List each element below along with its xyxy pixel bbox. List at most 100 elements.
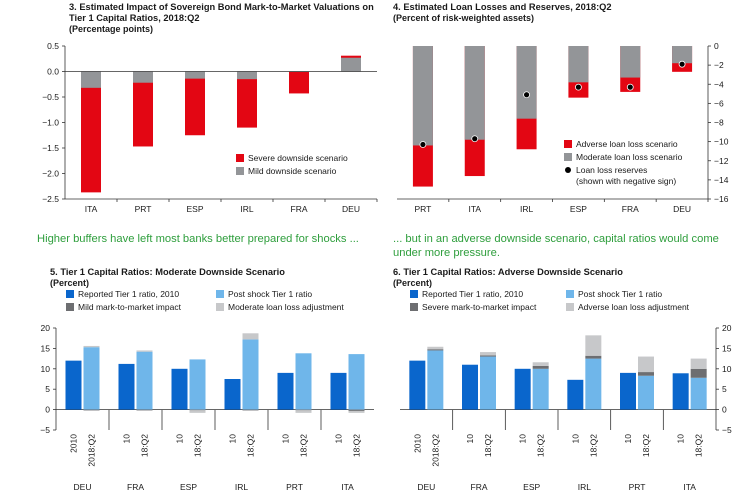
panel-5-category-label: DEU — [74, 482, 92, 492]
panel-3-y-tick-label: −0.5 — [42, 92, 59, 102]
panel-6-bar-loan-loss — [480, 352, 496, 356]
panel-5-category-label: ESP — [180, 482, 197, 492]
panel-5-y-tick-label: 20 — [41, 323, 51, 333]
panel-6-y-tick-label: 5 — [722, 384, 727, 394]
panel-5-bar-label: 2018:Q2 — [87, 434, 97, 467]
panel-6-bar-mtm — [427, 349, 444, 351]
panel-6-bar-label: 18:Q2 — [588, 434, 598, 457]
panel-5-y-tick-label: −5 — [40, 425, 50, 435]
panel-6-bar-reported — [567, 379, 584, 410]
panel-4-legend-swatch-adverse — [564, 140, 572, 148]
panel-5-bar-post-shock — [295, 353, 312, 410]
panel-6-legend-swatch — [410, 303, 418, 311]
panel-5-bar-label: 10 — [175, 434, 185, 444]
panel-6-y-tick-label: −5 — [722, 425, 732, 435]
panel-4-category-label: ESP — [570, 204, 587, 214]
panel-3-legend-label-severe: Severe downside scenario — [248, 153, 348, 163]
panel-5-bar-mtm — [83, 409, 100, 411]
panel-4-reserve-dot — [471, 135, 479, 143]
panel-5-bar-mtm — [295, 409, 312, 411]
panel-3-bar-mild — [185, 71, 205, 79]
panel-6-bar-post-shock — [480, 356, 496, 410]
panel-5-legend-label: Moderate loan loss adjustment — [228, 302, 344, 312]
panel-6-y-tick-label: 20 — [722, 323, 732, 333]
panel-5-bar-label: 10 — [281, 434, 291, 444]
panel-5-bar-label: 18:Q2 — [299, 434, 309, 457]
panel-5-bar-loan-loss — [295, 409, 312, 413]
panel-6-bar-mtm — [690, 368, 707, 378]
panel-5-title: 5. Tier 1 Capital Ratios: Moderate Downs… — [50, 267, 285, 277]
panel-5-bar-label: 18:Q2 — [140, 434, 150, 457]
panel-5-category-label: PRT — [286, 482, 303, 492]
panel-6-bar-label: 2018:Q2 — [430, 434, 440, 467]
panel-6-subtitle: (Percent) — [393, 278, 433, 288]
panel-4-legend-label-reserves-note: (shown with negative sign) — [576, 176, 676, 186]
panel-5-bar-label: 10 — [228, 434, 238, 444]
panel-5-category-label: IRL — [235, 482, 249, 492]
panel-4-y-tick-label: −10 — [714, 137, 729, 147]
panel-4-y-tick-label: −12 — [714, 156, 729, 166]
panel-4-legend-swatch-reserves — [565, 167, 571, 173]
panel-4-legend-label-reserves: Loan loss reserves — [576, 165, 647, 175]
panel-4-legend-swatch-moderate — [564, 153, 572, 161]
panel-6-bar-loan-loss — [638, 356, 654, 373]
panel-5-bar-label: 18:Q2 — [246, 434, 256, 457]
panel-3-category-label: DEU — [342, 204, 360, 214]
panel-3-subtitle: (Percentage points) — [69, 24, 154, 34]
panel-4-bar-moderate — [568, 46, 589, 83]
caption-right-line2: under more pressure. — [393, 247, 500, 259]
panel-3-bar-mild — [341, 57, 361, 72]
panel-6-bar-loan-loss — [585, 335, 602, 356]
panel-4-legend-label-moderate: Moderate loan loss scenario — [576, 152, 683, 162]
panel-5-bar-label: 2010 — [69, 434, 79, 453]
panel-3-y-tick-label: −2.5 — [42, 194, 59, 204]
panel-3-title-line2: Tier 1 Capital Ratios, 2018:Q2 — [69, 13, 200, 23]
panel-5-legend-swatch — [66, 290, 74, 298]
panel-6-category-label: IRL — [578, 482, 592, 492]
panel-3-legend-swatch-severe — [236, 154, 244, 162]
panel-5-bar-label: 10 — [334, 434, 344, 444]
panel-5-legend-swatch — [66, 303, 74, 311]
panel-4-bar-moderate — [412, 46, 433, 146]
panel-5-bar-mtm — [136, 409, 153, 411]
panel-3-legend-label-mild: Mild downside scenario — [248, 166, 337, 176]
panel-5-bar-label: 18:Q2 — [352, 434, 362, 457]
panel-6-bar-loan-loss — [532, 362, 549, 366]
panel-3-y-tick-label: −2.0 — [42, 169, 59, 179]
panel-6-y-tick-label: 10 — [722, 364, 732, 374]
panel-6-bar-label: 10 — [623, 434, 633, 444]
panel-5-y-tick-label: 10 — [41, 364, 51, 374]
panel-3-legend-swatch-mild — [236, 167, 244, 175]
panel-4-bar-moderate — [516, 46, 537, 119]
panel-6-legend-swatch — [566, 290, 574, 298]
panel-6-bar-reported — [672, 373, 689, 410]
panel-3-bar-severe — [237, 71, 257, 128]
panel-4-bar-moderate — [672, 46, 693, 64]
panel-5-bar-reported — [118, 363, 135, 410]
panel-6-bar-mtm — [532, 365, 549, 369]
panel-5-bar-label: 10 — [122, 434, 132, 444]
panel-5-bar-reported — [224, 379, 241, 410]
panel-5-bar-mtm — [348, 409, 365, 411]
panel-6-bar-label: 18:Q2 — [641, 434, 651, 457]
panel-4-bar-moderate — [464, 46, 485, 140]
panel-5-legend-swatch — [216, 303, 224, 311]
panel-6-legend-swatch — [410, 290, 418, 298]
panel-5-bar-post-shock — [83, 347, 100, 410]
panel-6-legend-label: Severe mark-to-market impact — [422, 302, 537, 312]
panel-5-bar-loan-loss — [83, 345, 100, 348]
panel-4-y-tick-label: −14 — [714, 175, 729, 185]
panel-6-bar-mtm — [585, 355, 602, 359]
panel-4-subtitle: (Percent of risk-weighted assets) — [393, 13, 535, 23]
panel-6-y-tick-label: 15 — [722, 343, 732, 353]
panel-6-bar-post-shock — [427, 350, 444, 410]
panel-6-bar-label: 18:Q2 — [536, 434, 546, 457]
panel-3-bar-mild — [81, 71, 101, 88]
panel-6-category-label: ITA — [683, 482, 696, 492]
panel-3-bar-severe — [133, 71, 153, 147]
panel-6-category-label: DEU — [417, 482, 435, 492]
panel-4-y-tick-label: 0 — [714, 41, 719, 51]
panel-5-subtitle: (Percent) — [50, 278, 90, 288]
panel-5-bar-post-shock — [189, 359, 206, 410]
panel-5-bar-post-shock — [348, 354, 365, 410]
